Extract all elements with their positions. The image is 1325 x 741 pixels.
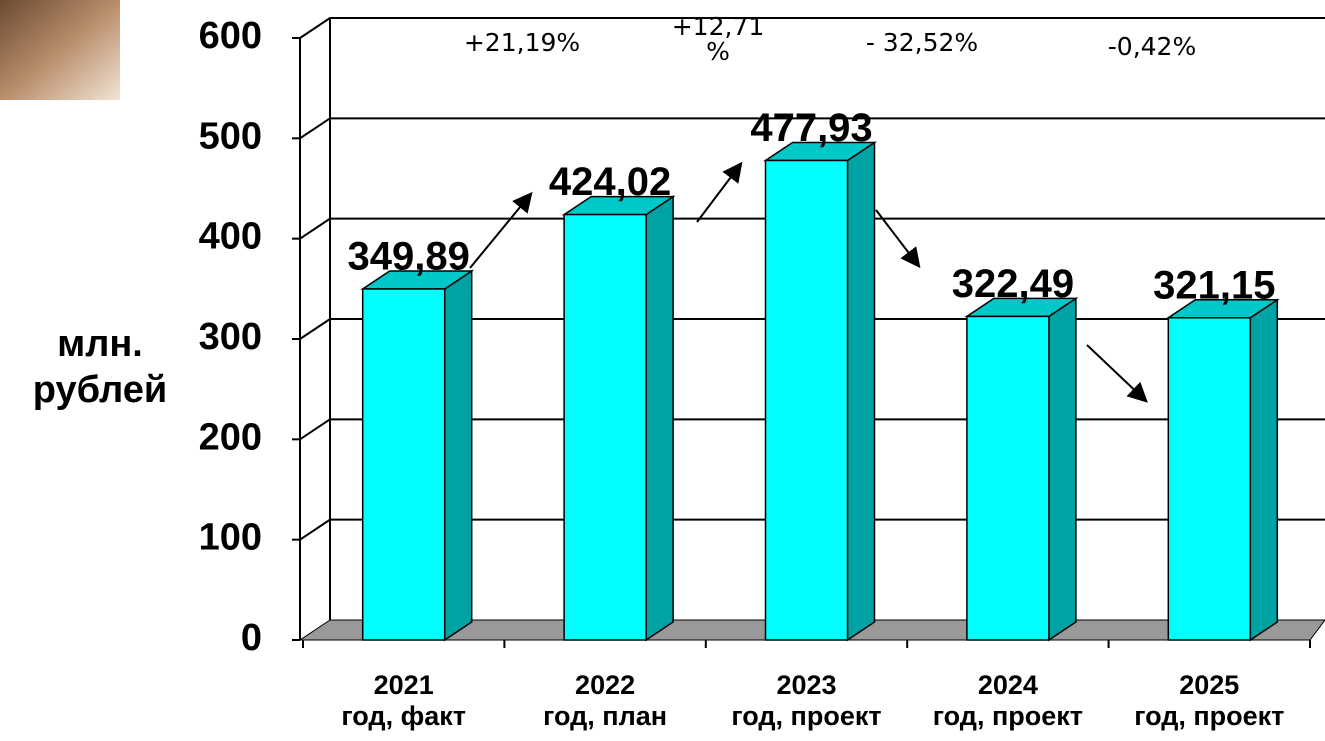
grid-line <box>299 117 1325 140</box>
x-tick-label: 2023 год, проект <box>731 670 882 732</box>
bar-side <box>1048 297 1077 642</box>
bar-front <box>361 288 446 641</box>
bar-front <box>764 159 849 641</box>
bar-front <box>1167 317 1252 641</box>
bar-side <box>1249 298 1279 642</box>
grid-line <box>299 17 1325 39</box>
x-tick-label: 2025 год, проект <box>1134 670 1285 732</box>
bar <box>561 195 676 642</box>
bar-front <box>563 213 647 641</box>
y-tick-label: 300 <box>199 316 262 358</box>
bar <box>360 269 475 642</box>
annotation: +21,19% <box>463 28 581 57</box>
y-tick-label: 100 <box>199 517 262 559</box>
y-tick-label: 500 <box>199 115 262 157</box>
y-tick-label: 0 <box>241 617 262 659</box>
y-tick-label: 600 <box>199 15 262 57</box>
annotation: -0,42% <box>1107 32 1197 61</box>
bar-front <box>966 315 1050 641</box>
y-axis-label: млн. рублей <box>32 323 168 411</box>
value-label: 322,49 <box>952 262 1074 306</box>
grid-line <box>299 217 1325 240</box>
value-label: 321,15 <box>1153 263 1275 307</box>
photo <box>0 0 120 100</box>
value-label: 349,89 <box>348 235 470 279</box>
y-tick-label: 400 <box>199 216 262 258</box>
x-tick-label: 2024 год, проект <box>932 670 1083 732</box>
value-label: 477,93 <box>750 106 872 150</box>
annotation: - 32,52% <box>865 28 979 57</box>
bar-side <box>443 269 473 642</box>
bar-side <box>645 195 674 642</box>
bar-side <box>846 141 876 642</box>
x-tick-label: 2021 год, факт <box>341 670 466 732</box>
x-tick-label: 2022 год, план <box>543 670 668 732</box>
value-label: 424,02 <box>549 160 671 204</box>
bar <box>763 141 877 642</box>
y-tick-label: 200 <box>199 416 262 458</box>
bar <box>1165 298 1280 642</box>
bar <box>964 297 1079 642</box>
annotation: +12,71 % <box>671 12 765 66</box>
